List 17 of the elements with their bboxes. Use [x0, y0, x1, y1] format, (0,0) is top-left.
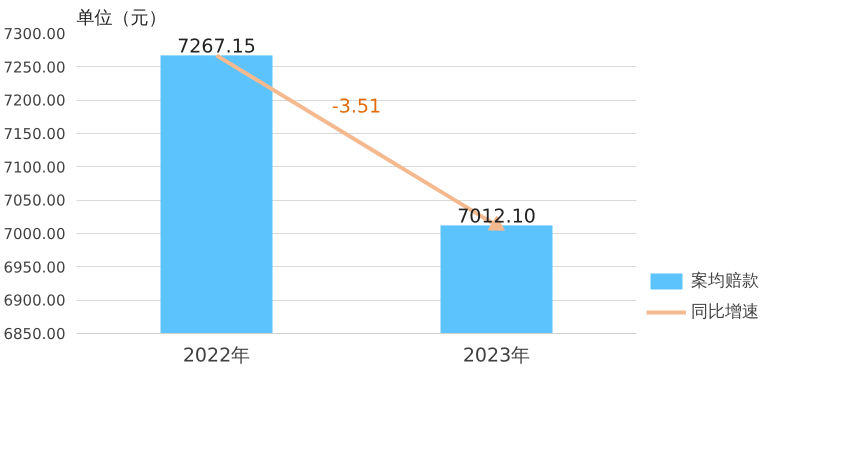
data-label: 7267.15	[177, 35, 256, 58]
annotation: -3.51	[332, 95, 382, 118]
y-tick-label: 7200.00	[3, 92, 66, 110]
legend-label: 案均赔款	[691, 270, 759, 292]
y-tick-label: 7050.00	[3, 192, 66, 210]
y-tick-label: 7250.00	[3, 58, 66, 76]
y-tick-label: 6850.00	[3, 325, 66, 343]
legend-label: 同比增速	[691, 301, 759, 323]
y-axis-title: 单位（元）	[76, 8, 166, 28]
y-tick-label: 6900.00	[3, 292, 66, 310]
y-tick-label: 6950.00	[3, 258, 66, 276]
x-tick-label: 2022年	[182, 344, 250, 366]
x-tick-label: 2023年	[462, 344, 530, 366]
y-tick-label: 7000.00	[3, 225, 66, 243]
y-tick-label: 7300.00	[3, 25, 66, 43]
y-tick-label: 7100.00	[3, 158, 66, 176]
y-tick-label: 7150.00	[3, 125, 66, 143]
